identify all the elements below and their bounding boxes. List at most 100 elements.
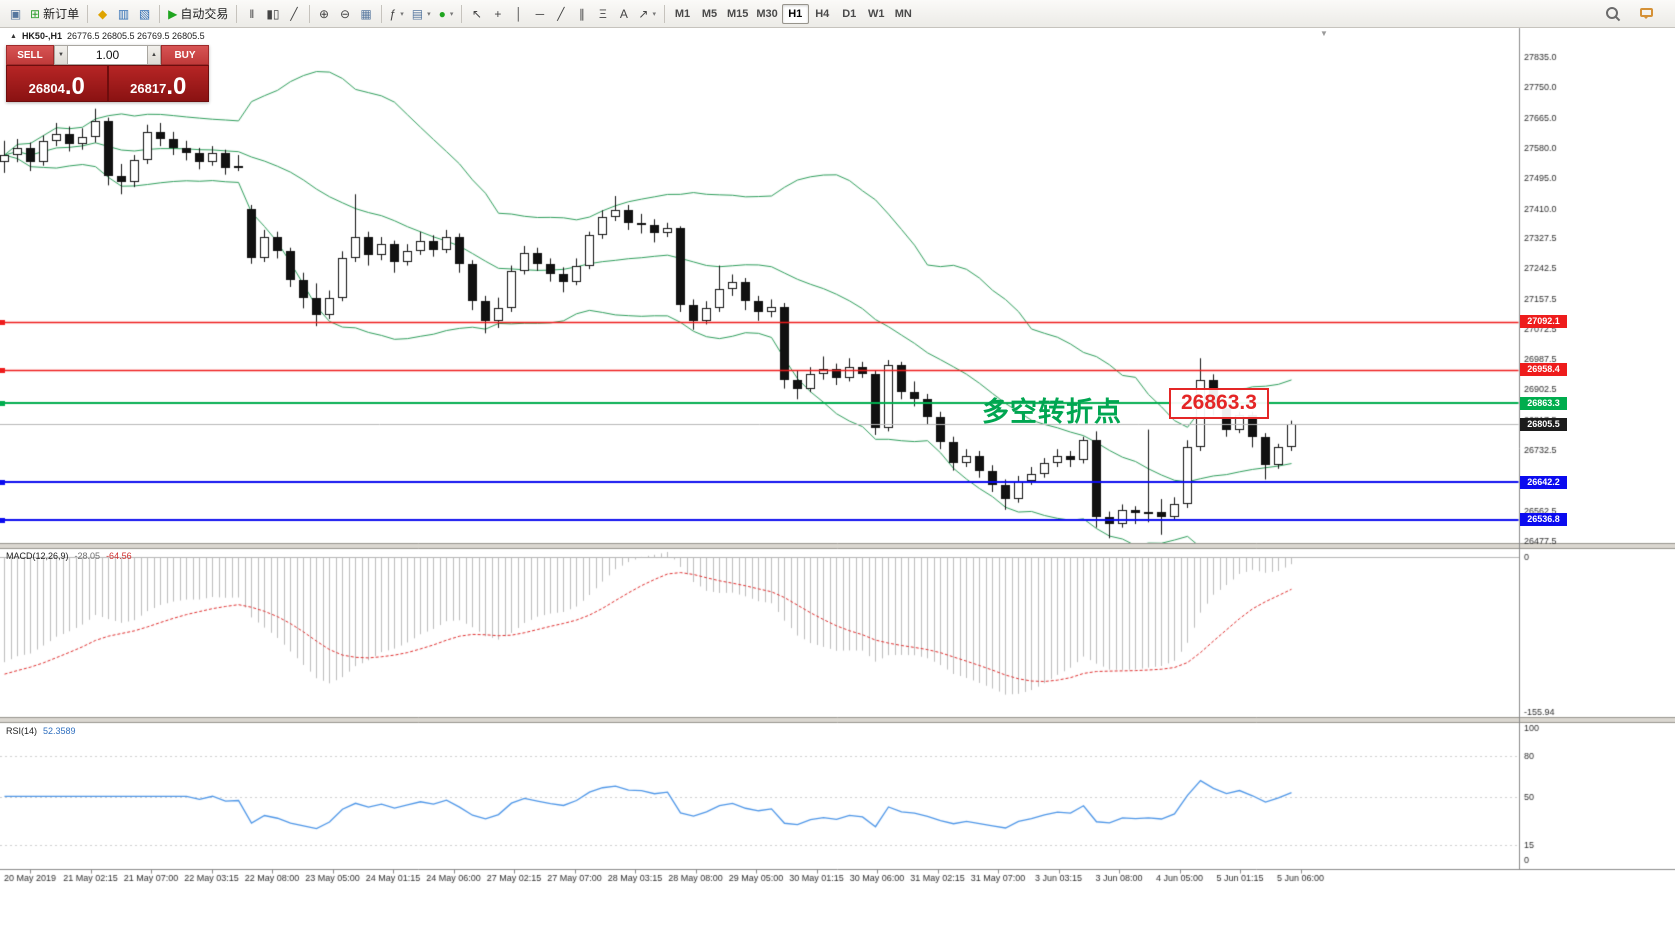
zoom-out-icon[interactable]: ⊖ <box>335 3 356 25</box>
cursor-icon[interactable]: ↖ <box>466 3 487 25</box>
indicators-icon[interactable]: ƒ ▾ <box>386 3 408 25</box>
charts-profile-icon[interactable]: ◆ <box>92 3 113 25</box>
symbol-timeframe-label: HK50-,H1 <box>21 31 62 41</box>
chat-icon <box>1640 7 1656 21</box>
cursor-icon: ↖ <box>471 6 482 21</box>
line-chart-icon[interactable]: ╱ <box>284 3 305 25</box>
buy-price-button[interactable]: 26817 .0 <box>107 65 209 102</box>
toolbar-separator <box>663 4 665 23</box>
toolbar-separator <box>87 4 89 23</box>
timeframe-h1-button[interactable]: H1 <box>781 3 809 24</box>
new-order-button-label: 新订单 <box>43 7 80 21</box>
toolbar-separator <box>308 4 310 23</box>
data-window-icon: ▧ <box>138 6 151 21</box>
sell-price-frac: .0 <box>64 73 85 101</box>
toolbar-separator <box>159 4 161 23</box>
price-tag-26642.2: 26642.2 <box>1520 475 1567 489</box>
autotrading-button[interactable]: ▶ 自动交易 <box>164 3 232 25</box>
rsi-value: 52.3589 <box>43 726 76 736</box>
zoom-in-icon: ⊕ <box>319 6 330 21</box>
chat-button[interactable] <box>1636 3 1660 25</box>
price-tag-26536.8: 26536.8 <box>1520 513 1567 527</box>
timeframe-m1-button[interactable]: M1 <box>669 4 696 24</box>
search-icon <box>1605 6 1620 21</box>
macd-signal-value: -64.56 <box>106 551 132 561</box>
timeframe-d1-button[interactable]: D1 <box>836 4 863 24</box>
timeframe-m5-button[interactable]: M5 <box>696 4 723 24</box>
sell-price-button[interactable]: 26804 .0 <box>6 65 108 102</box>
buy-price-frac: .0 <box>166 73 187 101</box>
new-order-icon: ⊞ <box>30 6 41 21</box>
arrows-icon: ↗ <box>638 6 649 21</box>
market-watch-icon: ▥ <box>117 6 130 21</box>
crosshair-icon: + <box>494 6 502 21</box>
horizontal-line-icon: ─ <box>535 6 545 21</box>
timeframe-m30-button[interactable]: M30 <box>752 4 781 24</box>
toolbar-separator <box>236 4 238 23</box>
dropdown-caret-icon: ▾ <box>400 10 404 18</box>
macd-main-value: -28.05 <box>74 551 101 561</box>
bar-chart-icon[interactable]: ‖ <box>241 3 262 25</box>
autotrading-button-label: 自动交易 <box>180 7 229 21</box>
crosshair-icon[interactable]: + <box>487 3 508 25</box>
zoom-in-icon[interactable]: ⊕ <box>314 3 335 25</box>
data-window-icon[interactable]: ▧ <box>134 3 155 25</box>
text-icon: A <box>619 6 628 21</box>
periods-icon: ▤ <box>411 6 424 21</box>
new-order-button[interactable]: ⊞ 新订单 <box>26 3 83 25</box>
ohlc-values: 26776.5 26805.5 26769.5 26805.5 <box>66 31 205 41</box>
text-icon[interactable]: A <box>613 3 634 25</box>
rsi-name: RSI(14) <box>6 726 38 736</box>
tile-windows-icon[interactable]: ▦ <box>356 3 377 25</box>
indicators-icon: ƒ <box>389 6 397 21</box>
line-chart-icon: ╱ <box>290 6 298 21</box>
templates-icon[interactable]: ● ▾ <box>435 3 458 25</box>
toolbar-separator <box>380 4 382 23</box>
zoom-out-icon: ⊖ <box>340 6 351 21</box>
new-chart-icon[interactable]: ▣ <box>5 3 26 25</box>
vertical-line-icon[interactable]: │ <box>508 3 529 25</box>
sell-price-int: 26804 <box>28 81 65 96</box>
one-click-trading-panel: SELL ▼ ▲ BUY 26804 .0 26817 .0 <box>6 45 209 102</box>
timeframe-m15-button[interactable]: M15 <box>723 4 752 24</box>
new-chart-icon: ▣ <box>9 6 22 21</box>
timeframe-w1-button[interactable]: W1 <box>863 4 890 24</box>
symbol-marker-icon: ▲ <box>10 32 17 40</box>
periods-icon[interactable]: ▤ ▾ <box>408 3 435 25</box>
trade-panel-price-row: 26804 .0 26817 .0 <box>6 65 209 102</box>
dropdown-caret-icon: ▾ <box>652 10 656 18</box>
volume-input[interactable] <box>68 45 147 65</box>
market-watch-icon[interactable]: ▥ <box>113 3 134 25</box>
rsi-indicator-label: RSI(14) 52.3589 <box>6 726 76 736</box>
candlestick-chart-icon: ▮▯ <box>266 6 280 21</box>
price-tag-26863.3: 26863.3 <box>1520 396 1567 410</box>
volume-increase-button[interactable]: ▲ <box>147 45 161 65</box>
fibonacci-icon: Ξ <box>598 6 607 21</box>
main-toolbar: ▣ ⊞ 新订单 ◆ ▥ ▧ ▶ 自动交易 ‖ ▮▯ ╱ ⊕ ⊖ ▦ ƒ ▾ ▤ ▾ ● ▾ ↖ + │ ─ ╱ ∥ Ξ A ↗ ▾ M1 M5… <box>0 0 1675 28</box>
trendline-icon[interactable]: ╱ <box>550 3 571 25</box>
arrows-icon[interactable]: ↗ ▾ <box>634 3 660 25</box>
trade-panel-top-row: SELL ▼ ▲ BUY <box>6 45 209 65</box>
chart-ohlc-info: ▲ HK50-,H1 26776.5 26805.5 26769.5 26805… <box>10 31 205 41</box>
toolbar-right-icons <box>1601 3 1670 25</box>
candlestick-chart-icon[interactable]: ▮▯ <box>262 3 283 25</box>
sell-button[interactable]: SELL <box>6 45 54 65</box>
dropdown-caret-icon: ▾ <box>449 10 454 18</box>
channel-icon[interactable]: ∥ <box>571 3 592 25</box>
dropdown-caret-icon: ▾ <box>427 10 431 18</box>
volume-decrease-button[interactable]: ▼ <box>54 45 68 65</box>
buy-button[interactable]: BUY <box>161 45 209 65</box>
channel-icon: ∥ <box>578 6 585 21</box>
price-tag-26805.5: 26805.5 <box>1520 417 1567 431</box>
search-button[interactable] <box>1601 3 1624 25</box>
timeframe-h4-button[interactable]: H4 <box>809 4 836 24</box>
turning-point-annotation[interactable]: 多空转折点 <box>982 397 1122 427</box>
price-level-annotation-box[interactable]: 26863.3 <box>1169 388 1269 419</box>
horizontal-line-icon[interactable]: ─ <box>529 3 550 25</box>
fibonacci-icon[interactable]: Ξ <box>592 3 613 25</box>
templates-icon: ● <box>438 6 446 21</box>
trendline-icon: ╱ <box>557 6 565 21</box>
timeframe-mn-button[interactable]: MN <box>890 4 917 24</box>
buy-price-int: 26817 <box>130 81 167 96</box>
